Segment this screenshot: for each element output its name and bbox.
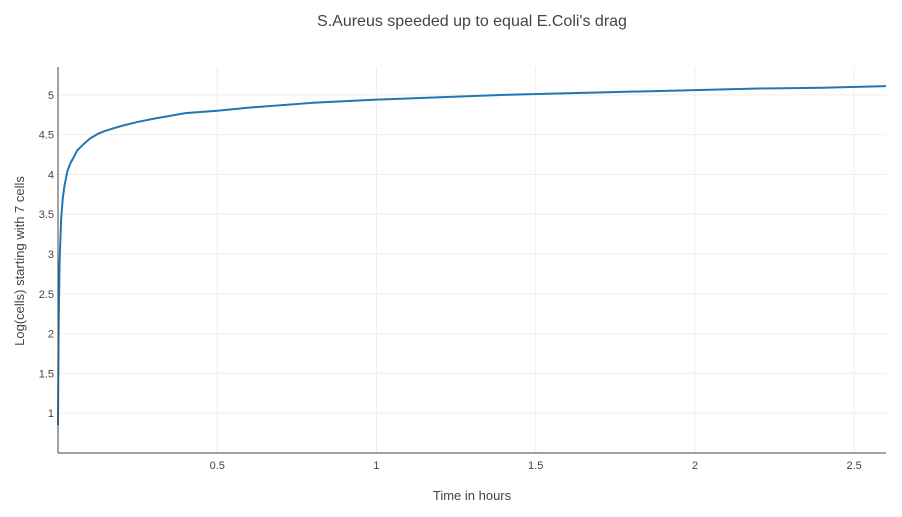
x-tick-label: 2: [692, 460, 698, 472]
chart-title: S.Aureus speeded up to equal E.Coli's dr…: [317, 13, 627, 30]
y-axis-label: Log(cells) starting with 7 cells: [12, 176, 27, 346]
y-tick-label: 4: [48, 169, 54, 181]
series-layer: [57, 85, 887, 426]
x-tick-labels: 0.5 1 1.5 2 2.5: [210, 460, 862, 472]
y-tick-labels: 1 1.5 2 2.5 3 3.5 4 4.5 5: [39, 90, 54, 420]
x-tick-label: 0.5: [210, 460, 225, 472]
y-tick-label: 2: [48, 329, 54, 341]
y-tick-label: 1.5: [39, 368, 54, 380]
y-tick-label: 4.5: [39, 130, 54, 142]
y-tick-label: 5: [48, 90, 54, 102]
x-axis-label: Time in hours: [433, 488, 512, 503]
gridlines: [58, 67, 886, 453]
x-tick-label: 1: [373, 460, 379, 472]
y-tick-label: 3: [48, 249, 54, 261]
y-tick-label: 2.5: [39, 289, 54, 301]
y-tick-label: 1: [48, 408, 54, 420]
x-tick-label: 2.5: [847, 460, 862, 472]
series-line: [57, 85, 887, 426]
y-tick-label: 3.5: [39, 209, 54, 221]
x-tick-label: 1.5: [528, 460, 543, 472]
